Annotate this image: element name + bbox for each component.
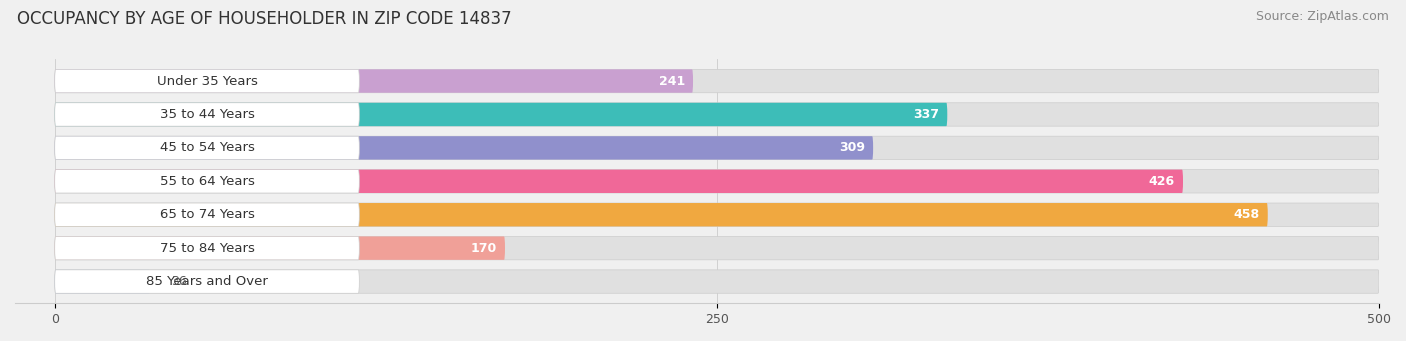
FancyBboxPatch shape	[55, 203, 1268, 226]
Text: 85 Years and Over: 85 Years and Over	[146, 275, 269, 288]
FancyBboxPatch shape	[55, 236, 1379, 260]
FancyBboxPatch shape	[55, 103, 360, 126]
FancyBboxPatch shape	[55, 136, 1379, 160]
FancyBboxPatch shape	[55, 169, 1182, 193]
FancyBboxPatch shape	[55, 103, 1379, 126]
FancyBboxPatch shape	[55, 270, 150, 293]
FancyBboxPatch shape	[55, 69, 360, 93]
FancyBboxPatch shape	[55, 169, 1379, 193]
Text: 36: 36	[172, 275, 187, 288]
FancyBboxPatch shape	[55, 69, 1379, 93]
Text: Under 35 Years: Under 35 Years	[156, 75, 257, 88]
Text: OCCUPANCY BY AGE OF HOUSEHOLDER IN ZIP CODE 14837: OCCUPANCY BY AGE OF HOUSEHOLDER IN ZIP C…	[17, 10, 512, 28]
Text: 458: 458	[1233, 208, 1260, 221]
Text: 65 to 74 Years: 65 to 74 Years	[160, 208, 254, 221]
Text: Source: ZipAtlas.com: Source: ZipAtlas.com	[1256, 10, 1389, 23]
FancyBboxPatch shape	[55, 270, 1379, 293]
FancyBboxPatch shape	[55, 136, 360, 160]
Text: 170: 170	[471, 242, 498, 255]
Text: 35 to 44 Years: 35 to 44 Years	[160, 108, 254, 121]
Text: 426: 426	[1149, 175, 1175, 188]
Text: 45 to 54 Years: 45 to 54 Years	[160, 142, 254, 154]
FancyBboxPatch shape	[55, 69, 693, 93]
FancyBboxPatch shape	[55, 236, 505, 260]
FancyBboxPatch shape	[55, 103, 948, 126]
FancyBboxPatch shape	[55, 203, 360, 226]
FancyBboxPatch shape	[55, 136, 873, 160]
Text: 241: 241	[659, 75, 685, 88]
Text: 75 to 84 Years: 75 to 84 Years	[160, 242, 254, 255]
FancyBboxPatch shape	[55, 169, 360, 193]
Text: 309: 309	[839, 142, 865, 154]
FancyBboxPatch shape	[55, 270, 360, 293]
Text: 337: 337	[914, 108, 939, 121]
FancyBboxPatch shape	[55, 203, 1379, 226]
FancyBboxPatch shape	[55, 236, 360, 260]
Text: 55 to 64 Years: 55 to 64 Years	[160, 175, 254, 188]
